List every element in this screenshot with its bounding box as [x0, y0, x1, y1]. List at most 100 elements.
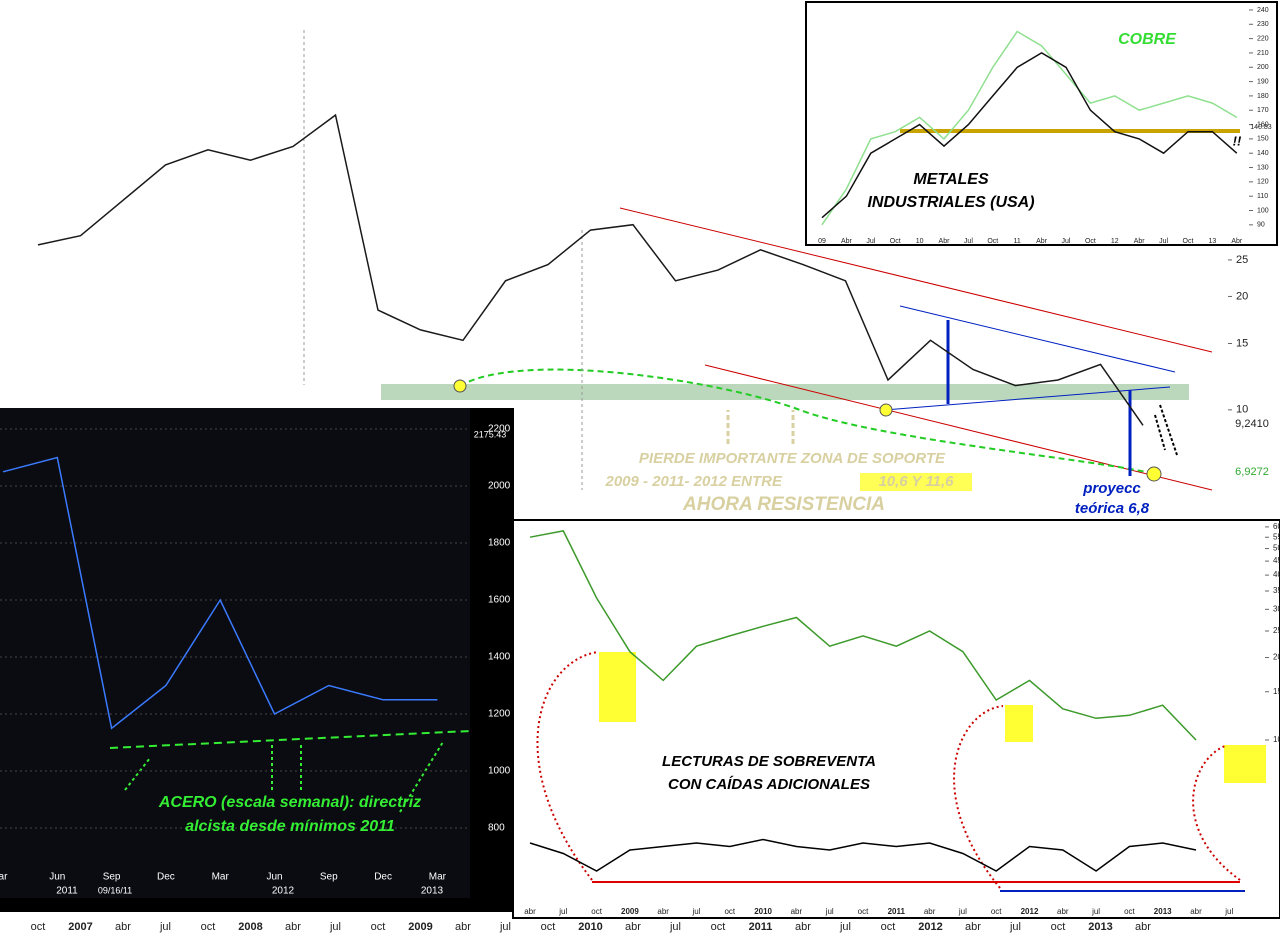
y-tick-label: 110	[1257, 193, 1268, 200]
x-tick-label: 2008	[238, 921, 262, 933]
x-tick-label: 2012	[918, 921, 942, 933]
y-tick-label: 140	[1257, 150, 1269, 157]
x-tick-label: ar	[0, 872, 8, 883]
annotations: PIERDE IMPORTANTE ZONA DE SOPORTE 2009 - …	[98, 31, 1272, 895]
y-tick-label: 800	[488, 823, 505, 834]
x-tick-label: Mar	[429, 872, 447, 883]
highlight	[860, 473, 972, 491]
annotation: !!	[1233, 133, 1242, 148]
x-tick-label: 13	[1209, 238, 1217, 245]
annotation: CON CAÍDAS ADICIONALES	[668, 776, 870, 793]
copper-panel: 240 230 220 210 200 190 180 170 160 150 140 130 120 1…	[805, 1, 1278, 246]
y-tick-label: 2000	[488, 481, 511, 492]
annotation: alcista desde mínimos 2011	[185, 818, 395, 835]
x-tick-label: abr	[965, 921, 981, 933]
y-tick-label: 10	[1273, 735, 1280, 744]
series-line	[821, 52, 1238, 219]
x-tick-label: Abr	[1036, 238, 1048, 245]
y-tick-label: 10	[1236, 404, 1248, 416]
x-tick-label: jul	[558, 907, 567, 916]
y-tick-label: 35	[1273, 586, 1280, 595]
x-tick-label: oct	[881, 921, 896, 933]
x-tick-label: oct	[1051, 921, 1066, 933]
x-tick-label: Jul	[866, 238, 875, 245]
y-tick-label: 60	[1273, 522, 1280, 531]
x-tick-label: Jul	[1159, 238, 1168, 245]
plot-area	[0, 408, 470, 898]
x-tick-label: oct	[371, 921, 386, 933]
arrow	[124, 741, 444, 813]
x-tick-label: abr	[1190, 907, 1202, 916]
y-tick-label: 170	[1257, 107, 1269, 114]
y-tick-label: 200	[1257, 64, 1269, 71]
x-tick-label: oct	[591, 907, 602, 916]
x-tick-label: 2010	[578, 921, 602, 933]
x-tick-label: Abr	[939, 238, 951, 245]
y-tick-label: 1000	[488, 766, 511, 777]
x-tick-label: abr	[657, 907, 669, 916]
x-tick-label: jul	[1224, 907, 1233, 916]
x-tick-label: jul	[1009, 921, 1021, 933]
x-tick-label: jul	[499, 921, 511, 933]
annotation: AHORA RESISTENCIA	[682, 494, 885, 515]
annotation: 09/16/11	[98, 885, 132, 895]
annotation: COBRE	[1118, 31, 1177, 48]
x-tick-label: abr	[115, 921, 131, 933]
y-tick-label: 25	[1273, 626, 1280, 635]
x-tick-label: 12	[1111, 238, 1119, 245]
x-tick-label: oct	[201, 921, 216, 933]
x-tick-label: 09	[818, 238, 826, 245]
trend-line	[619, 207, 1213, 353]
x-tick-label: 10	[916, 238, 924, 245]
x-tick-label: Oct	[987, 238, 998, 245]
annotation: 1147.81	[478, 724, 510, 734]
support-zone	[381, 384, 1189, 400]
annotation: INDUSTRIALES (USA)	[867, 194, 1034, 211]
trend-line	[884, 386, 1171, 411]
series-line	[37, 113, 1144, 426]
x-year-label: 2012	[272, 886, 295, 897]
annotation: 2009 - 2011- 2012 ENTRE	[605, 473, 783, 490]
y-tick-label: 130	[1257, 164, 1269, 171]
x-tick-label: abr	[455, 921, 471, 933]
x-tick-label: abr	[924, 907, 936, 916]
x-tick-label: Oct	[1183, 238, 1194, 245]
annotation: LECTURAS DE SOBREVENTA	[662, 753, 876, 770]
arrow	[726, 410, 795, 444]
x-tick-label: abr	[791, 907, 803, 916]
x-tick-label: abr	[1135, 921, 1151, 933]
arrow	[536, 651, 1241, 889]
y-tick-label: 120	[1257, 179, 1269, 186]
y-tick-label: 15	[1273, 687, 1280, 696]
x-tick-label: abr	[524, 907, 536, 916]
x-tick-label: Sep	[103, 872, 121, 883]
x-tick-label: abr	[795, 921, 811, 933]
y-tick-label: 1600	[488, 595, 511, 606]
annotation: 140.83	[1250, 124, 1272, 131]
marker	[453, 379, 467, 393]
annotation: 2175.43	[474, 429, 507, 439]
y-tick-label: 1400	[488, 652, 511, 663]
annotation: ACERO (escala semanal): directriz	[158, 794, 421, 811]
x-tick-label: Abr	[841, 238, 853, 245]
x-tick-label: Mar	[212, 872, 230, 883]
x-tick-label: Abr	[1231, 238, 1243, 245]
annotation: teórica 6,8	[1075, 500, 1150, 517]
x-tick-label: Abr	[1134, 238, 1146, 245]
y-tick-label: 220	[1257, 35, 1269, 42]
x-tick-label: 2013	[1154, 907, 1172, 916]
x-tick-label: oct	[711, 921, 726, 933]
y-tick-label: 2200	[488, 424, 511, 435]
y-tick-label: 160	[1257, 121, 1269, 128]
panel-frame	[512, 519, 1280, 919]
x-tick-label: Jun	[266, 872, 282, 883]
x-tick-label: oct	[724, 907, 735, 916]
highlight	[1224, 745, 1266, 783]
x-tick-label: Oct	[890, 238, 901, 245]
y-tick-label: 20	[1236, 290, 1248, 302]
y-tick-label: 50	[1273, 544, 1280, 553]
